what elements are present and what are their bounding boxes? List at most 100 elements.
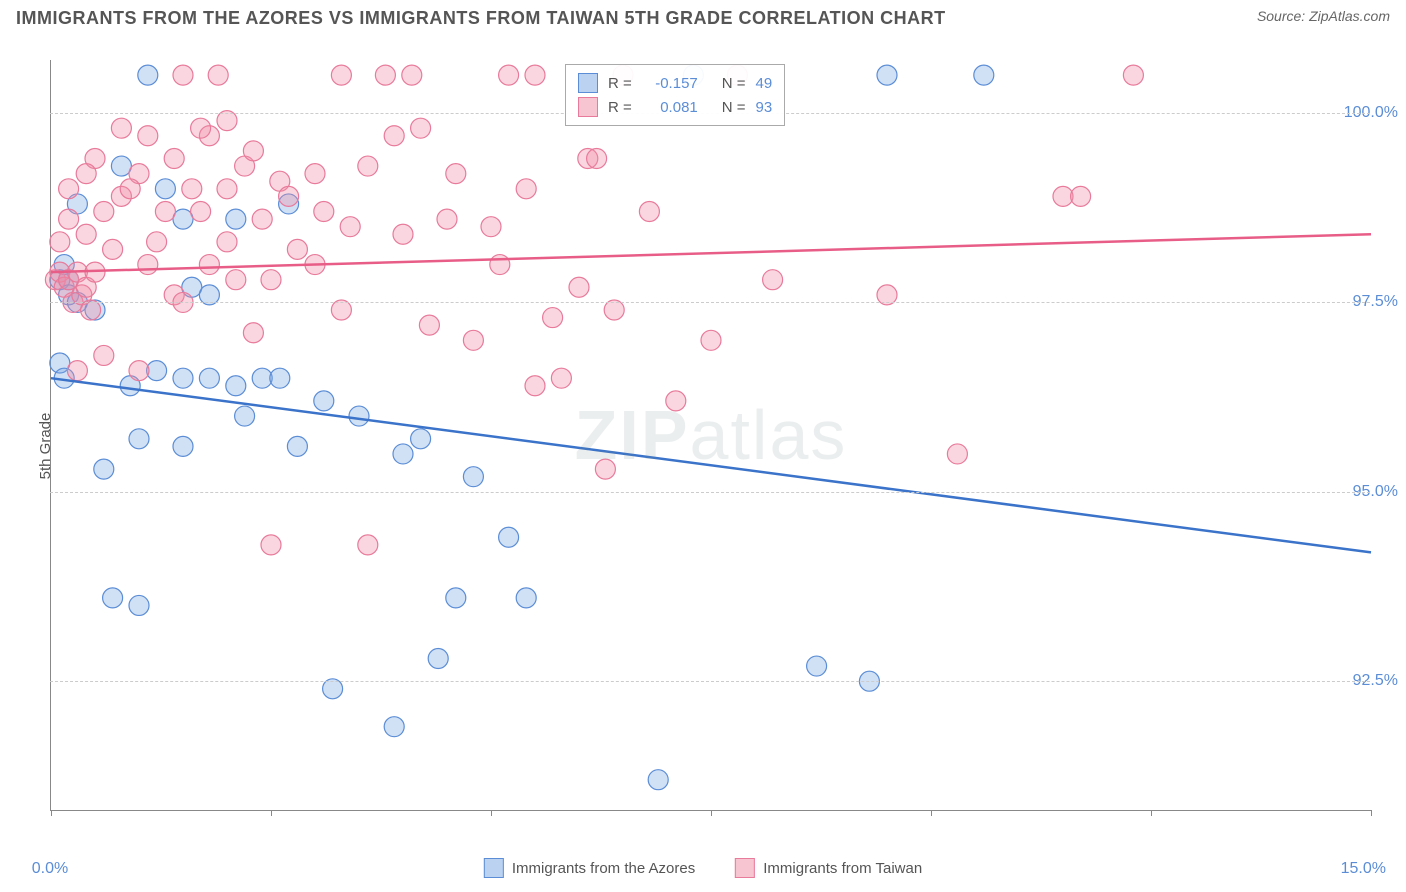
data-point	[463, 467, 483, 487]
data-point	[173, 368, 193, 388]
data-point	[199, 255, 219, 275]
series-legend: Immigrants from the Azores Immigrants fr…	[484, 858, 922, 878]
correlation-legend: R = -0.157 N = 49 R = 0.081 N = 93	[565, 64, 785, 126]
data-point	[974, 65, 994, 85]
x-axis-min-label: 0.0%	[32, 860, 68, 878]
legend-r-value: -0.157	[642, 75, 698, 92]
data-point	[639, 202, 659, 222]
data-point	[525, 65, 545, 85]
chart-title: IMMIGRANTS FROM THE AZORES VS IMMIGRANTS…	[16, 8, 946, 29]
legend-r-label: R =	[608, 75, 632, 92]
data-point	[155, 179, 175, 199]
data-point	[217, 232, 237, 252]
data-point	[235, 406, 255, 426]
data-point	[446, 164, 466, 184]
data-point	[243, 323, 263, 343]
legend-r-value: 0.081	[642, 99, 698, 116]
legend-n-value: 49	[756, 75, 773, 92]
data-point	[94, 202, 114, 222]
data-point	[217, 179, 237, 199]
data-point	[252, 209, 272, 229]
data-point	[701, 330, 721, 350]
data-point	[411, 429, 431, 449]
data-point	[138, 255, 158, 275]
data-point	[191, 202, 211, 222]
data-point	[50, 232, 70, 252]
data-point	[543, 308, 563, 328]
scatter-svg	[51, 60, 1371, 810]
data-point	[67, 361, 87, 381]
data-point	[587, 148, 607, 168]
legend-item: Immigrants from the Azores	[484, 858, 695, 878]
data-point	[411, 118, 431, 138]
x-tick	[931, 810, 932, 816]
data-point	[129, 429, 149, 449]
data-point	[147, 232, 167, 252]
legend-n-label: N =	[722, 75, 746, 92]
data-point	[384, 717, 404, 737]
data-point	[525, 376, 545, 396]
data-point	[569, 277, 589, 297]
x-tick	[1371, 810, 1372, 816]
data-point	[516, 588, 536, 608]
data-point	[314, 391, 334, 411]
data-point	[358, 156, 378, 176]
gridline	[50, 302, 1370, 303]
data-point	[1123, 65, 1143, 85]
data-point	[182, 179, 202, 199]
data-point	[516, 179, 536, 199]
data-point	[155, 202, 175, 222]
data-point	[261, 535, 281, 555]
data-point	[305, 164, 325, 184]
data-point	[226, 270, 246, 290]
data-point	[314, 202, 334, 222]
data-point	[490, 255, 510, 275]
data-point	[173, 436, 193, 456]
data-point	[947, 444, 967, 464]
data-point	[111, 156, 131, 176]
x-tick	[51, 810, 52, 816]
data-point	[226, 209, 246, 229]
data-point	[103, 239, 123, 259]
x-tick	[711, 810, 712, 816]
data-point	[393, 444, 413, 464]
data-point	[94, 345, 114, 365]
legend-row: R = 0.081 N = 93	[578, 95, 772, 119]
x-axis-max-label: 15.0%	[1341, 860, 1386, 878]
data-point	[208, 65, 228, 85]
data-point	[147, 361, 167, 381]
data-point	[463, 330, 483, 350]
legend-item: Immigrants from Taiwan	[735, 858, 922, 878]
data-point	[551, 368, 571, 388]
legend-n-value: 93	[756, 99, 773, 116]
data-point	[199, 368, 219, 388]
data-point	[226, 376, 246, 396]
trend-line	[51, 378, 1371, 552]
data-point	[94, 459, 114, 479]
data-point	[76, 224, 96, 244]
data-point	[419, 315, 439, 335]
source-label: Source: ZipAtlas.com	[1257, 8, 1390, 24]
data-point	[428, 648, 448, 668]
data-point	[437, 209, 457, 229]
data-point	[243, 141, 263, 161]
data-point	[138, 126, 158, 146]
data-point	[129, 595, 149, 615]
plot-area: ZIPatlas	[50, 60, 1371, 811]
x-tick	[271, 810, 272, 816]
legend-swatch	[484, 858, 504, 878]
data-point	[120, 179, 140, 199]
data-point	[191, 118, 211, 138]
legend-swatch	[735, 858, 755, 878]
data-point	[261, 270, 281, 290]
data-point	[358, 535, 378, 555]
x-tick	[491, 810, 492, 816]
data-point	[648, 770, 668, 790]
gridline	[50, 681, 1370, 682]
data-point	[666, 391, 686, 411]
data-point	[111, 118, 131, 138]
data-point	[499, 527, 519, 547]
data-point	[59, 179, 79, 199]
data-point	[287, 239, 307, 259]
data-point	[877, 65, 897, 85]
